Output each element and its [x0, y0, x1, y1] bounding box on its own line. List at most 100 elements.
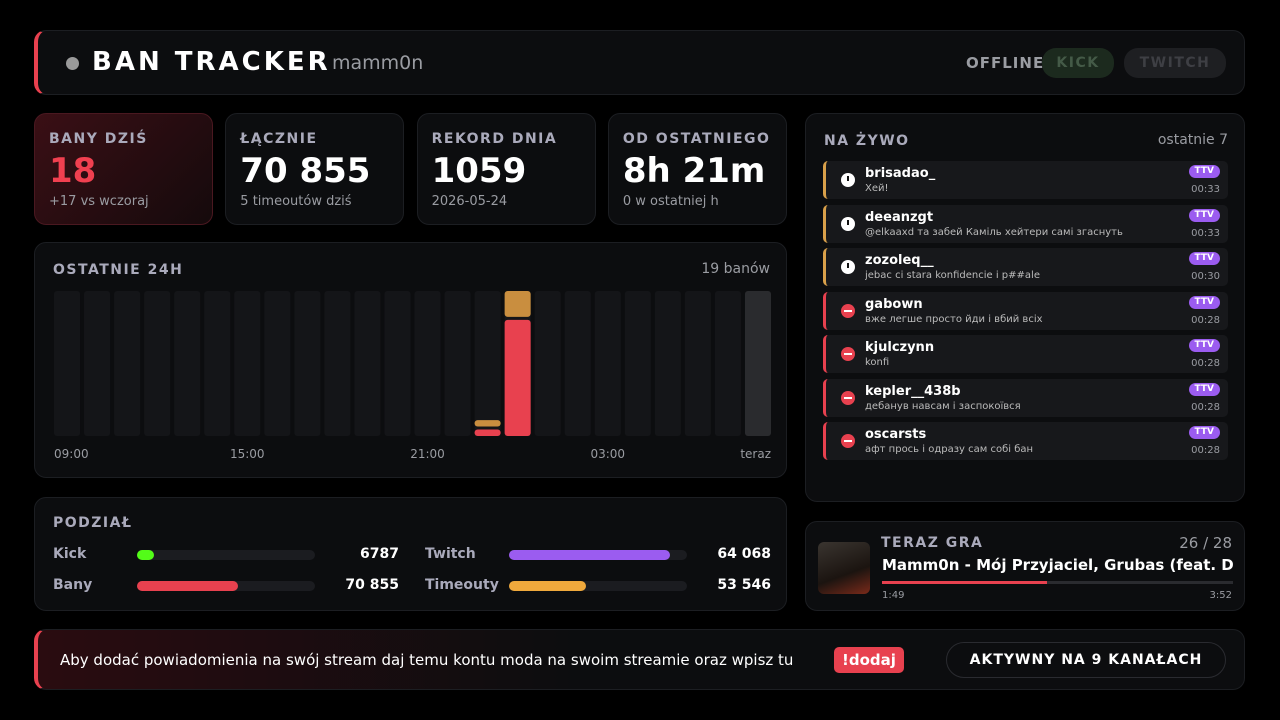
icon-glyph: [844, 396, 852, 399]
footer-text: Aby dodać powiadomienia na swój stream d…: [60, 651, 794, 669]
timeout-icon: [841, 173, 855, 187]
chart-title: OSTATNIE 24H: [53, 262, 184, 278]
time: 00:33: [1191, 227, 1220, 239]
badge[interactable]: TTV: [1188, 252, 1220, 265]
duration: 3:52: [1209, 590, 1232, 601]
hour-slot: [174, 291, 201, 436]
elapsed: 1:49: [882, 590, 905, 601]
bar-track: [509, 581, 687, 591]
time: 00:28: [1191, 314, 1220, 326]
hour-slot: [114, 291, 141, 436]
now-playing-title: TERAZ GRA: [881, 535, 984, 551]
user: gabown: [865, 296, 923, 312]
icon-glyph: [844, 440, 852, 442]
bar-track: [137, 550, 315, 560]
stat-label: REKORD DNIA: [431, 131, 558, 147]
live-subtitle: ostatnie 7: [1157, 132, 1228, 148]
hour-slot: [234, 291, 261, 436]
progress-track: [882, 581, 1233, 584]
feed-item: kepler__438b дебанув навсам і заспокоївся…: [823, 378, 1228, 417]
active-status: AKTYWNY NA 9 KANAŁACH: [946, 642, 1226, 678]
stat-label: ŁĄCZNIE: [240, 131, 318, 147]
feed-item: kjulczynn konfi TTV 00:28: [823, 335, 1228, 373]
kick-pill[interactable]: KICK: [1042, 48, 1114, 78]
stat-note: +17 vs wczoraj: [49, 194, 149, 209]
badge[interactable]: TTV: [1188, 165, 1220, 178]
x-tick-label: 15:00: [230, 447, 265, 461]
stat-value: 1059: [431, 151, 527, 191]
chart-panel: OSTATNIE 24H 19 banów 09:00 15:00 21:00 03:…: [34, 242, 787, 478]
breakdown-value: 53 546: [717, 577, 771, 593]
time: 00:30: [1191, 271, 1220, 282]
user: brisadao_: [865, 166, 936, 181]
stat-card: OD OSTATNIEGO 8h 21m 0 w ostatniej h: [607, 113, 787, 225]
feed-item: gabown вже легше просто йди і вбий всіх TT…: [823, 291, 1228, 330]
badge[interactable]: TTV: [1188, 339, 1220, 352]
message: @elkaaxd та забей Каміль хейтери самі зг…: [865, 226, 1123, 238]
bar: [509, 550, 670, 560]
stat-value: 18: [49, 151, 97, 191]
user: kjulczynn: [865, 340, 935, 355]
stat-label: BANY DZIŚ: [49, 131, 148, 147]
icon-glyph: [844, 309, 852, 312]
hour-slot: [684, 291, 711, 436]
x-tick-label: 03:00: [590, 447, 625, 461]
chart: 09:00 15:00 21:00 03:00 teraz: [54, 291, 771, 461]
badge[interactable]: TTV: [1188, 382, 1220, 396]
stat-note: 5 timeoutów dziś: [240, 194, 352, 209]
live-panel: NA ŻYWO ostatnie 7 brisadao_ Хей! TTV 00:33…: [805, 113, 1245, 502]
stat-card: ŁĄCZNIE 70 855 5 timeoutów dziś: [225, 113, 405, 225]
stat-note: 2026-05-24: [431, 194, 508, 209]
message: вже легше просто йди і вбий всіх: [865, 313, 1043, 325]
twitch-pill[interactable]: TWITCH: [1124, 48, 1226, 78]
hour-slot: [264, 291, 291, 436]
hour-slot: [744, 291, 771, 436]
hour-slot: [594, 291, 621, 436]
bar: [509, 581, 586, 591]
hour-slot: [624, 291, 651, 436]
icon-glyph: [847, 176, 849, 181]
icon-glyph: [847, 219, 849, 225]
user: zozoleq__: [865, 253, 934, 268]
header: BAN TRACKER mamm0n OFFLINE KICK TWITCH: [34, 30, 1245, 95]
hour-slot: [714, 291, 741, 436]
stat-label: OD OSTATNIEGO: [622, 131, 771, 147]
bar-segment: [474, 420, 501, 427]
badge[interactable]: TTV: [1188, 426, 1220, 439]
stat-value: 70 855: [240, 151, 371, 191]
message: konfi: [865, 357, 890, 368]
message: Хей!: [865, 183, 889, 194]
breakdown-value: 6787: [360, 546, 399, 562]
ban-icon: [841, 390, 855, 405]
badge[interactable]: TTV: [1188, 295, 1220, 309]
hour-slot: [144, 291, 171, 436]
message: афт прось і одразу сам собі бан: [865, 444, 1034, 455]
app-title: BAN TRACKER: [92, 47, 331, 77]
feed-item: brisadao_ Хей! TTV 00:33: [823, 161, 1228, 199]
feed-item: zozoleq__ jebac ci stara konfidencie i p#…: [823, 248, 1228, 286]
progress-fill: [882, 581, 1047, 584]
hour-slot: [534, 291, 561, 436]
breakdown-panel: PODZIAŁ Kick 6787 Twitch 64 068 Bany 70 855 Ti…: [34, 497, 787, 611]
hour-slot: [324, 291, 351, 436]
message: дебанув навсам і заспокоївся: [865, 400, 1021, 412]
command[interactable]: !dodaj: [834, 647, 904, 673]
hour-slot: [654, 291, 681, 436]
status-dot: [66, 57, 79, 70]
timeout-icon: [841, 216, 855, 231]
user-name: mamm0n: [332, 52, 424, 74]
breakdown-label: Twitch: [425, 546, 476, 562]
stat-note: 0 w ostatniej h: [622, 194, 719, 209]
chart-subtitle: 19 banów: [701, 261, 770, 277]
feed-item: deeanzgt @elkaaxd та забей Каміль хейтери…: [823, 204, 1228, 243]
ban-icon: [841, 347, 855, 361]
hour-slot: [204, 291, 231, 436]
hour-slot: [564, 291, 591, 436]
breakdown-label: Kick: [53, 546, 87, 562]
badge[interactable]: TTV: [1188, 208, 1220, 222]
breakdown-value: 70 855: [345, 577, 399, 593]
bar: [137, 550, 155, 560]
user: oscarsts: [865, 427, 927, 442]
icon-glyph: [847, 263, 849, 268]
